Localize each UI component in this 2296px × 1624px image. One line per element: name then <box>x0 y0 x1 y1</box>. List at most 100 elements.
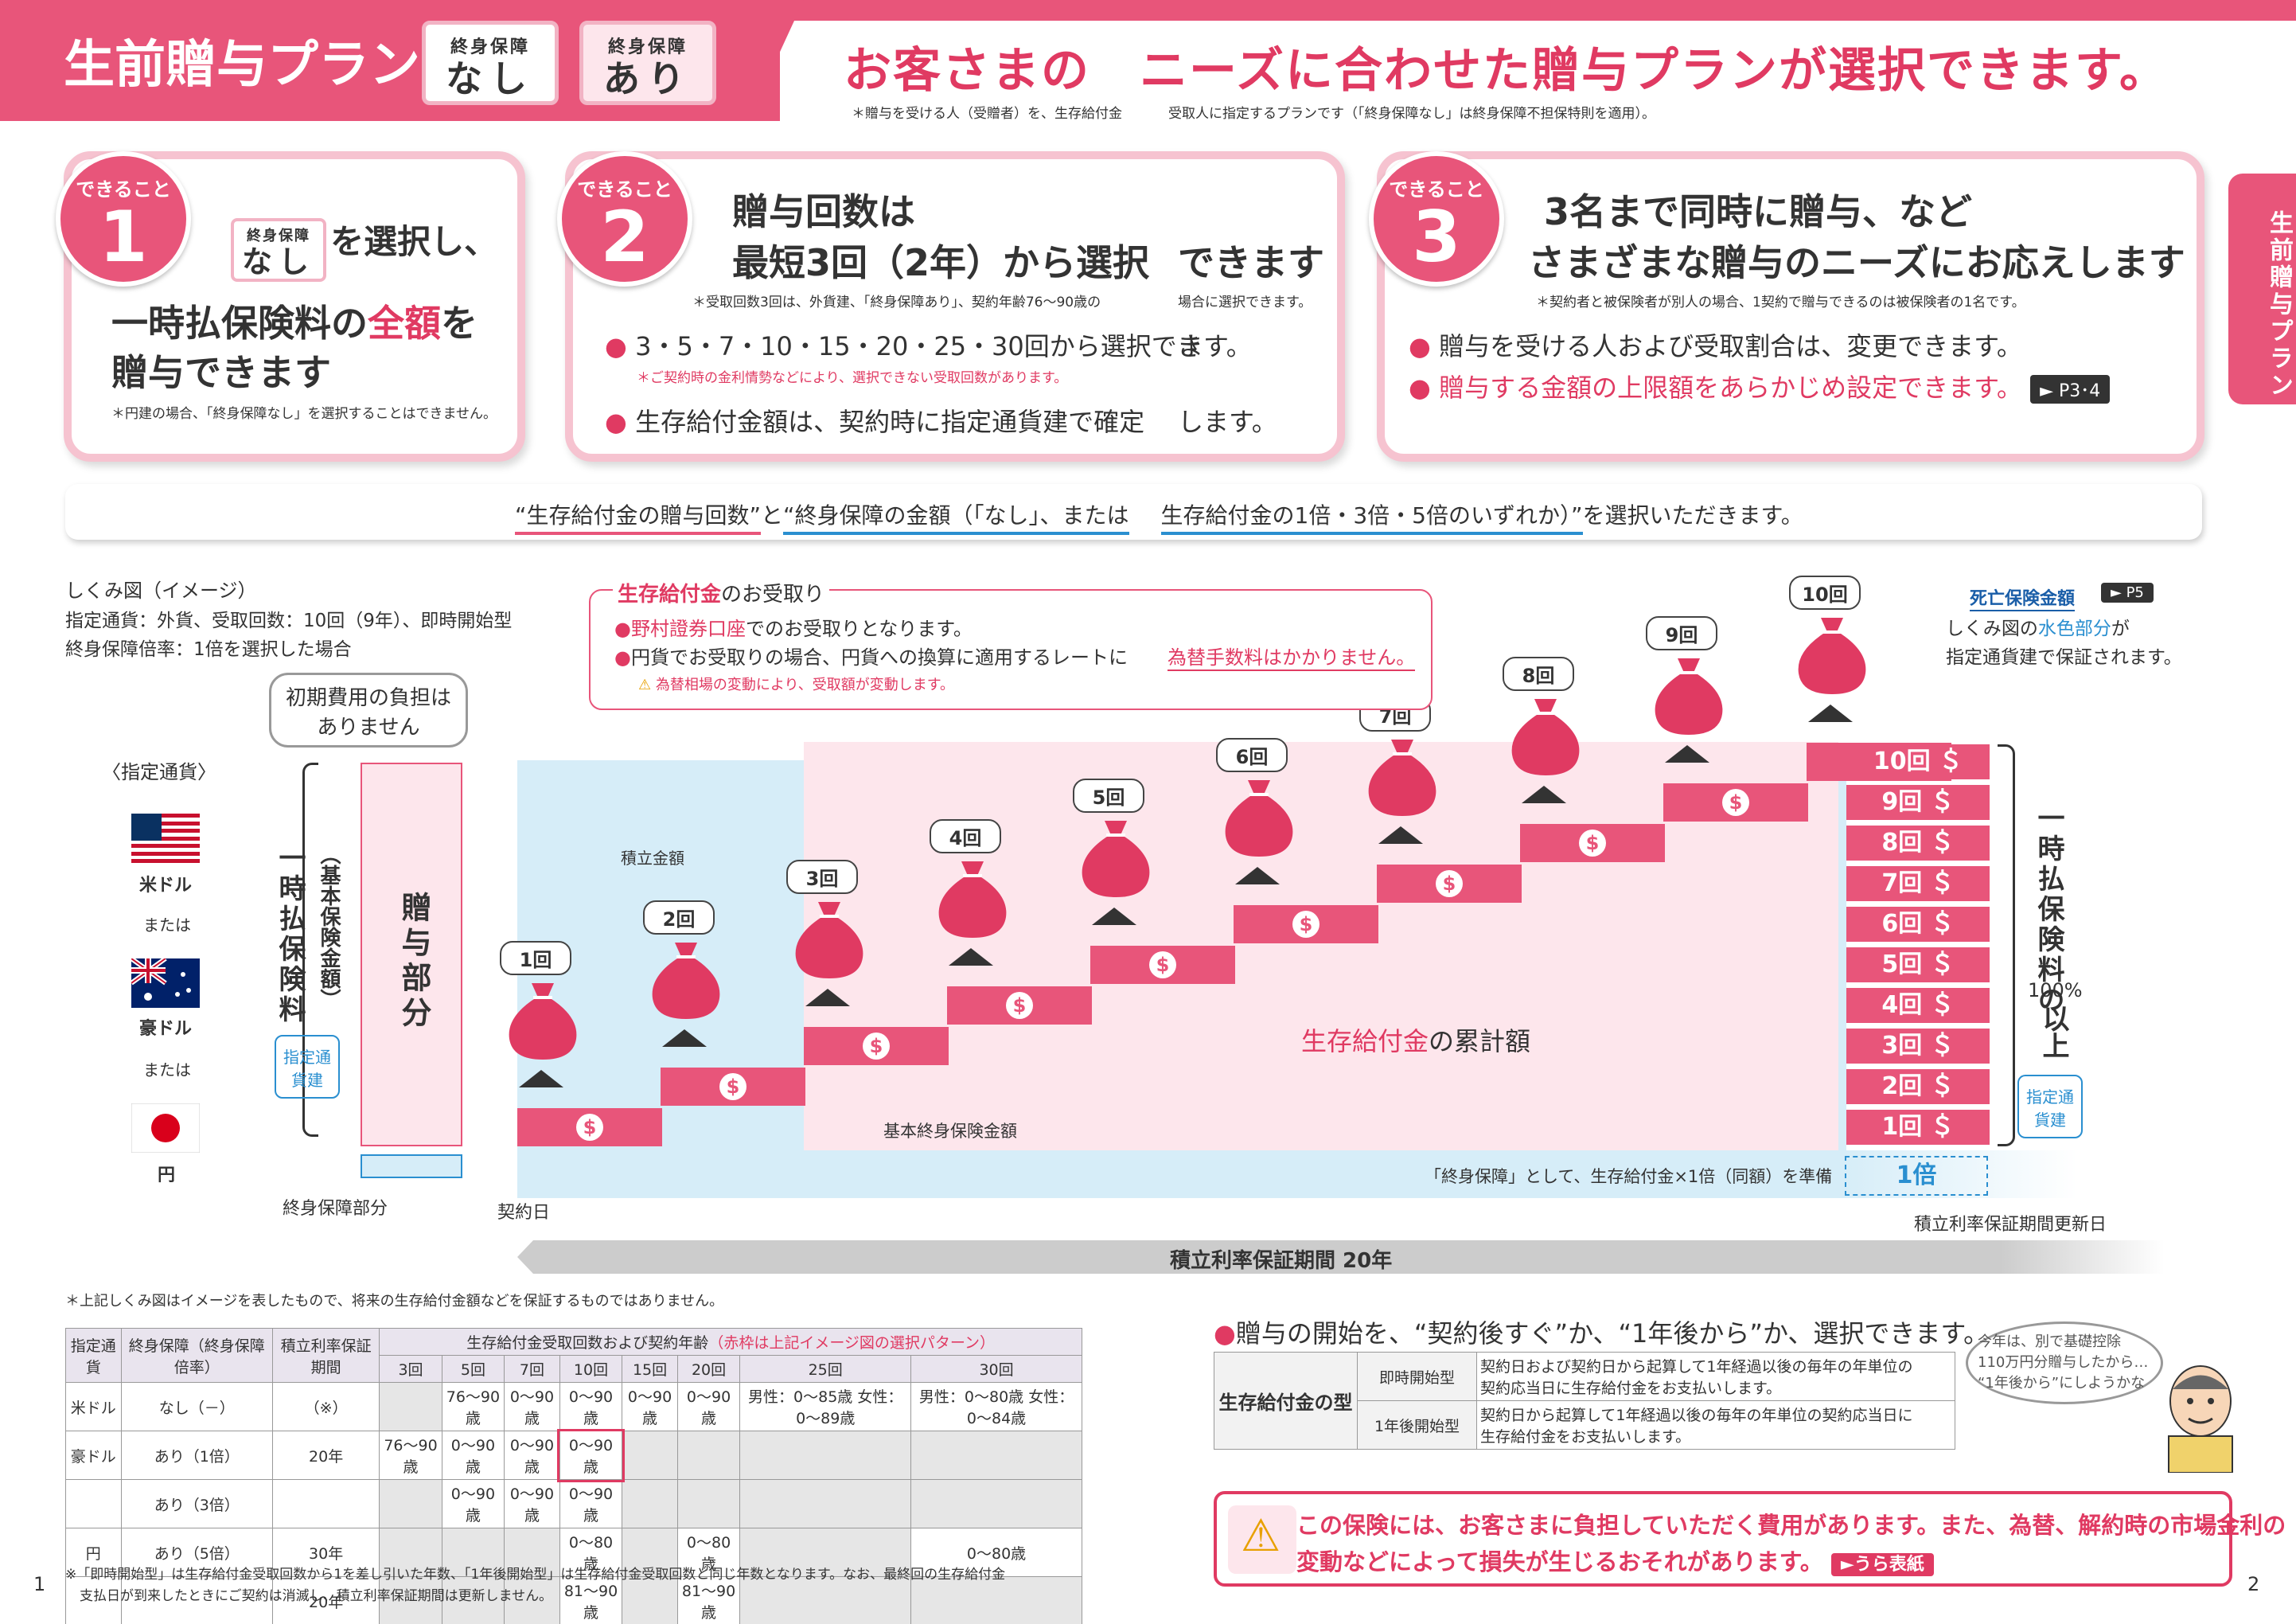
dollar-coin-icon: $ <box>1579 830 1606 857</box>
death-benefit-box: 死亡保険金額 ► P5 しくみ図の水色部分が 指定通貨建で保証されます。 <box>1930 583 2200 673</box>
ref-p3-4-link[interactable]: ► P3･4 <box>2030 375 2111 404</box>
diagram-caption-2: 指定通貨：外貨、受取回数：10回（9年）、即時開始型 <box>65 611 513 631</box>
currency-usd: 米ドル <box>139 876 193 896</box>
th-group-note: （赤枠は上記イメージ図の選択パターン） <box>708 1334 995 1352</box>
up-arrow-icon <box>1808 705 1853 722</box>
death-text1a: しくみ図の <box>1946 619 2038 639</box>
ref-p5-link[interactable]: ► P5 <box>2101 583 2154 603</box>
card2-bullet2: 生存給付金額は、契約時に指定通貨建で確定 <box>635 407 1145 437</box>
receive-b2b: 為替手数料はかかりません。 <box>1167 642 1416 671</box>
badge-number: 2 <box>600 196 649 278</box>
warning-box: ⚠ この保険には、お客さまに負担していただく費用があります。また、為替、解約時の… <box>1214 1491 2286 1587</box>
bar-part5: を選択いただきます。 <box>1582 502 1803 529</box>
col-header: 30回 <box>910 1355 1082 1383</box>
table-cell: 0～90歳 <box>559 1479 623 1528</box>
speech-bubble: 今年は、別で基礎控除 110万円分贈与したから… “1年後から”にしようかな <box>1966 1321 2163 1404</box>
card3-bullet2: 贈与する金額の上限額をあらかじめ設定できます。 <box>1439 373 2022 403</box>
card2-note: ＊受取回数3回は、外貨建、「終身保障あり」、契約年齢76～90歳の <box>692 295 1101 310</box>
death-text1b: 水色部分 <box>2037 619 2111 639</box>
table-cell: 81～90歳 <box>676 1576 741 1624</box>
table-cell: 81～90歳 <box>559 1576 623 1624</box>
receive-b1a: 野村證券口座 <box>630 618 746 640</box>
right-bracket <box>1998 744 2015 1146</box>
man-illustration-icon <box>2168 1365 2233 1473</box>
tag-with-guarantee: 終身保障 あり <box>579 21 716 105</box>
table-cell <box>739 1479 912 1528</box>
step-label: 3回 <box>786 860 858 894</box>
money-bag-icon <box>652 943 720 1019</box>
card1-line3: 贈与できます <box>111 351 331 394</box>
lifetime-part-label: 終身保障部分 <box>283 1199 388 1219</box>
table-cell: 0～80歳 <box>910 1528 1082 1577</box>
th-currency: 指定通貨 <box>65 1328 122 1383</box>
bullet-dot: ● <box>1409 373 1431 403</box>
receive-warn: 為替相場の変動により、受取額が変動します。 <box>655 677 954 693</box>
card3-line2: さまざまな贈与のニーズにお応えします <box>1528 241 2185 284</box>
stack-payout-item: 4回 ＄ <box>1846 988 1990 1023</box>
chip-no-guarantee: 終身保障 なし <box>231 217 326 282</box>
stack-payout-item: 5回 ＄ <box>1846 947 1990 982</box>
table-row: 豪ドル あり（1倍） 20年 76～90歳 0～90歳 0～90歳 0～90歳 <box>65 1428 1082 1482</box>
step-label: 6回 <box>1216 738 1288 772</box>
badge-number: 3 <box>1412 196 1461 278</box>
feature-card-3: 3名まで同時に贈与、など さまざまな贈与のニーズにお応えします ＊契約者と被保険… <box>1377 151 2204 462</box>
page-number-left: 1 <box>33 1573 46 1595</box>
table-cell: 0～90歳 <box>504 1382 560 1431</box>
premium-sub-label: （基本保険金額） <box>317 844 341 1009</box>
us-flag-icon <box>131 814 200 863</box>
start-type2-desc2: 生存給付金をお支払いします。 <box>1480 1428 1691 1446</box>
selection-bar: “生存給付金の贈与回数”と“終身保障の金額（「なし」、または 生存給付金の1倍・3… <box>65 484 2202 540</box>
dollar-coin-icon: $ <box>1722 789 1749 816</box>
up-arrow-icon <box>519 1070 563 1087</box>
table-cell <box>910 1431 1082 1480</box>
card1-line2a: 一時払保険料の <box>111 302 368 345</box>
card1-line1: を選択し、 <box>330 222 498 261</box>
card1-note: ＊円建の場合、「終身保障なし」を選択することはできません。 <box>111 406 497 422</box>
diagram-caption: しくみ図（イメージ） <box>65 580 257 602</box>
bullet-dot: ● <box>1214 1318 1236 1349</box>
back-cover-link[interactable]: ►うら表紙 <box>1830 1553 1934 1576</box>
currency-jpy: 円 <box>158 1165 176 1185</box>
table-cell: 0～90歳 <box>441 1479 505 1528</box>
col-header: 7回 <box>504 1355 560 1383</box>
header-top-strip <box>780 0 2296 21</box>
receive-b1b: でのお受取りとなります。 <box>745 618 973 640</box>
table-cell <box>622 1576 678 1624</box>
tag-small: 終身保障 <box>450 37 530 57</box>
badge-3: できること 3 <box>1369 151 1504 287</box>
table-cell <box>739 1528 912 1577</box>
table-cell <box>739 1576 912 1624</box>
table-cell: 0～90歳 <box>676 1382 741 1431</box>
bar-part2: と <box>761 502 784 529</box>
up-arrow-icon <box>805 989 850 1006</box>
money-bag-icon <box>509 983 577 1060</box>
bullet-dot: ● <box>605 331 627 361</box>
table-body: 米ドル なし（－） （※） 76～90歳 0～90歳 0～90歳 0～90歳 0～90歳 男性：… <box>65 1382 1082 1624</box>
table-cell: 豪ドル <box>65 1431 122 1480</box>
card2-line1: 贈与回数は <box>732 190 915 233</box>
stack-payout-item: 9回 ＄ <box>1846 785 1990 820</box>
table-cell <box>120 1576 273 1624</box>
period-bar <box>517 1240 2165 1274</box>
dollar-coin-icon: $ <box>1006 992 1033 1019</box>
death-title: 死亡保険金額 <box>1970 584 2076 611</box>
accum-label: 積立金額 <box>621 849 684 868</box>
up-arrow-icon <box>1665 745 1709 763</box>
table-cell <box>739 1431 912 1480</box>
header-slant <box>748 0 804 121</box>
th-period: 積立利率保証期間 <box>271 1328 380 1383</box>
warning-line1: この保険には、お客さまに負担していただく費用があります。また、為替、解約時の市場… <box>1296 1512 2286 1539</box>
diagram-disclaimer: ＊上記しくみ図はイメージを表したもので、将来の生存給付金額などを保証するものでは… <box>65 1293 724 1310</box>
table-cell: 0～90歳 <box>559 1382 623 1431</box>
warning-line2: 変動などによって損失が生じるおそれがあります。 <box>1296 1548 1823 1575</box>
jp-flag-icon <box>131 1103 200 1153</box>
currency-aud: 豪ドル <box>139 1019 193 1039</box>
card2-bullet1b: ます。 <box>1178 331 1252 361</box>
card2-line2: 最短3回（2年）から選択 <box>732 241 1150 284</box>
initial-cost-bubble: 初期費用の負担は ありません <box>269 673 468 748</box>
headline: お客さまの ニーズに合わせた贈与プランが選択できます。 <box>844 43 2169 99</box>
receive-box: 生存給付金のお受取り ●野村證券口座でのお受取りとなります。 ●円貨でお受取りの… <box>589 578 1433 710</box>
side-tab[interactable]: 生前贈与プラン <box>2228 174 2296 404</box>
step-label: 5回 <box>1073 779 1144 813</box>
warning-triangle-icon: ⚠ <box>1241 1510 1281 1562</box>
